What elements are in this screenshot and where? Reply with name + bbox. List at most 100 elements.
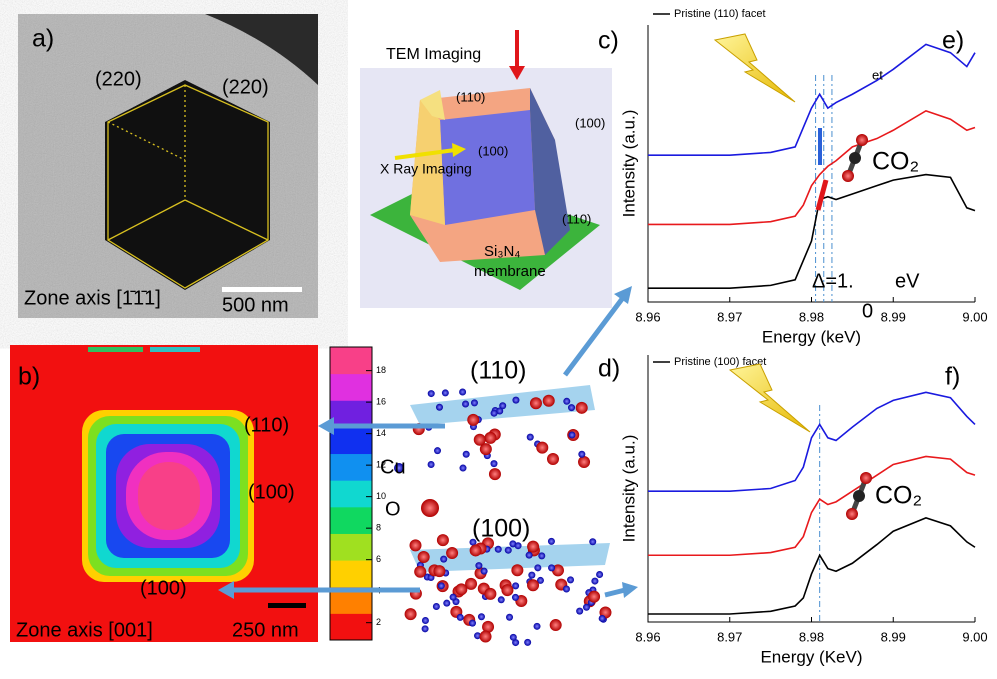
panel-label: d) xyxy=(598,355,620,383)
scale-label: 250 nm xyxy=(232,619,299,641)
atom xyxy=(853,490,865,502)
axis-frame xyxy=(647,25,975,303)
atom xyxy=(589,538,597,546)
annotation: membrane xyxy=(474,263,546,280)
atom xyxy=(437,582,445,590)
axis-frame xyxy=(647,355,975,623)
atom xyxy=(497,596,505,604)
atom xyxy=(562,585,570,593)
atom xyxy=(856,134,868,146)
atom xyxy=(842,170,854,182)
colorbar-segment xyxy=(330,613,372,641)
atom xyxy=(549,619,562,632)
annotation: CO₂ xyxy=(872,148,919,176)
atom xyxy=(459,388,467,396)
atom xyxy=(455,583,468,596)
facet-label: (110) xyxy=(456,89,485,104)
x-axis-label: Energy (KeV) xyxy=(760,647,862,666)
atom xyxy=(575,401,588,414)
atom xyxy=(563,397,571,405)
colorbar-segment xyxy=(330,506,372,534)
atom xyxy=(506,613,514,621)
spectrum-line xyxy=(648,173,976,289)
atom xyxy=(534,564,542,572)
atom xyxy=(490,460,498,468)
y-axis-label: Intensity (a.u.) xyxy=(619,110,638,218)
atom xyxy=(479,443,492,456)
atom xyxy=(596,571,604,579)
colorbar-tick-label: 12 xyxy=(376,460,386,470)
atom xyxy=(469,538,477,546)
x-tick-label: 8.99 xyxy=(881,629,906,644)
colorbar-tick-label: 2 xyxy=(376,617,381,627)
atom xyxy=(433,565,446,578)
zone-axis: Zone axis [1̄1̄1] xyxy=(24,287,161,309)
legend-label: Pristine (100) facet xyxy=(674,356,766,368)
lightning xyxy=(713,33,796,103)
atom xyxy=(404,608,417,621)
x-axis-label: Energy (keV) xyxy=(762,327,861,346)
atom xyxy=(434,447,442,455)
x-tick-label: 8.97 xyxy=(717,629,742,644)
atom xyxy=(427,461,435,469)
atom xyxy=(435,403,443,411)
atom xyxy=(525,551,533,559)
y-axis-label: Intensity (a.u.) xyxy=(619,435,638,543)
colorbar-segment xyxy=(330,453,372,481)
atom xyxy=(482,620,495,633)
crystal-structures xyxy=(404,385,612,647)
atom-label: Cu xyxy=(380,456,406,478)
atom xyxy=(578,450,586,458)
annotation: CO₂ xyxy=(875,482,922,510)
atom xyxy=(462,450,470,458)
colorbar-tick-label: 16 xyxy=(376,397,386,407)
atom xyxy=(511,564,524,577)
legend-atom xyxy=(394,463,404,473)
atom xyxy=(547,537,555,545)
colorbar-tick-label: 10 xyxy=(376,491,386,501)
atom xyxy=(582,603,590,611)
atom xyxy=(846,508,858,520)
atom xyxy=(528,571,536,579)
annotation: e) xyxy=(942,27,964,55)
lightning xyxy=(728,363,811,433)
atom xyxy=(512,639,520,647)
atom xyxy=(479,630,492,643)
legend-atom xyxy=(421,499,439,517)
atom xyxy=(443,599,451,607)
atom xyxy=(417,550,430,563)
spectrum-line xyxy=(648,391,976,492)
colorbar-segment xyxy=(330,373,372,401)
annotation: c) xyxy=(598,27,619,55)
atom xyxy=(527,579,540,592)
tem-image xyxy=(18,14,318,318)
colorbar-segment xyxy=(330,533,372,561)
annotation: TEM Imaging xyxy=(386,46,481,63)
facet-label: (100) xyxy=(248,481,295,503)
colorbar-tick-label: 18 xyxy=(376,365,386,375)
atom xyxy=(499,402,507,410)
atom xyxy=(446,547,459,560)
atom xyxy=(421,617,429,625)
spectrum-line xyxy=(648,517,976,615)
colorbar-segment xyxy=(330,347,372,375)
atom xyxy=(432,602,440,610)
facet-label: (220) xyxy=(95,68,142,90)
legend-label: Pristine (110) facet xyxy=(674,8,766,20)
atom xyxy=(473,433,486,446)
atom xyxy=(512,396,520,404)
atom xyxy=(536,441,549,454)
atom xyxy=(533,622,541,630)
zone-axis: Zone axis [001] xyxy=(16,619,153,641)
annotation: X Ray Imaging xyxy=(380,161,472,177)
x-tick-label: 8.96 xyxy=(635,309,660,324)
atom xyxy=(529,397,542,410)
atom xyxy=(436,534,449,547)
colorbar-segment xyxy=(330,560,372,588)
atom xyxy=(465,577,478,590)
annotation: 0 xyxy=(862,300,873,322)
atom xyxy=(501,584,514,597)
atom xyxy=(591,577,599,585)
panel-label: b) xyxy=(18,363,40,391)
colorbar-segment xyxy=(330,426,372,455)
